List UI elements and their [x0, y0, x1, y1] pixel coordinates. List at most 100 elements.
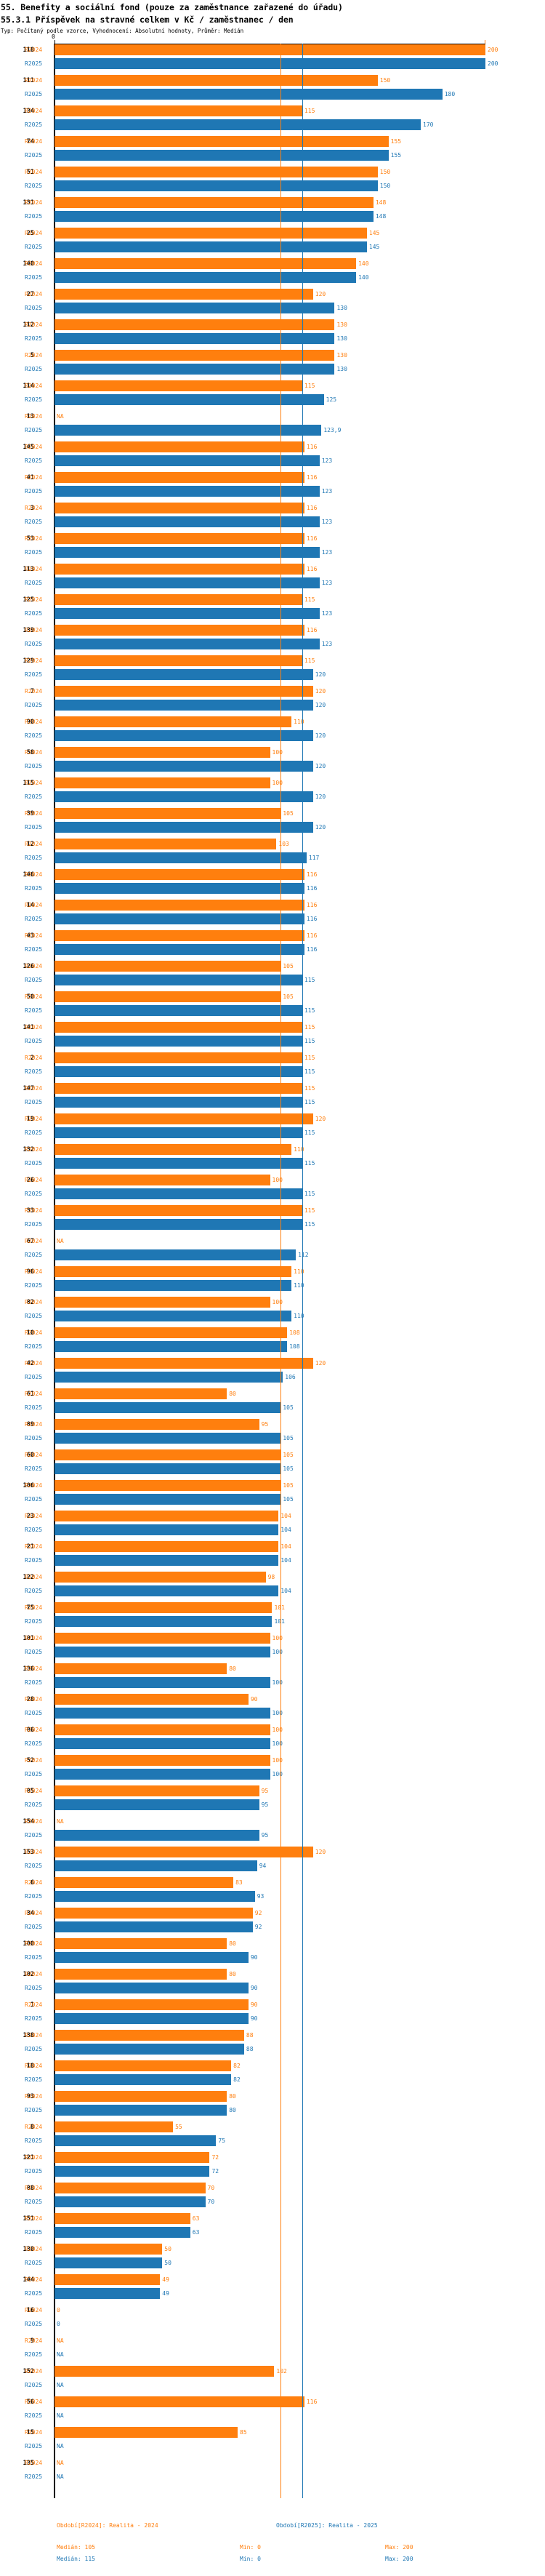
bar[interactable] — [54, 1158, 302, 1169]
bar[interactable] — [54, 2030, 244, 2041]
bar[interactable] — [54, 1633, 270, 1644]
bar[interactable] — [54, 2166, 210, 2177]
bar[interactable] — [54, 777, 270, 788]
bar[interactable] — [54, 975, 302, 985]
bar[interactable] — [54, 2183, 206, 2193]
bar[interactable] — [54, 2427, 238, 2438]
bar[interactable] — [54, 991, 281, 1002]
bar[interactable] — [54, 1724, 270, 1735]
bar[interactable] — [54, 1847, 313, 1857]
bar[interactable] — [54, 961, 281, 972]
bar[interactable] — [54, 136, 389, 147]
bar[interactable] — [54, 930, 304, 941]
bar[interactable] — [54, 394, 324, 405]
bar[interactable] — [54, 1297, 270, 1308]
bar[interactable] — [54, 747, 270, 758]
bar[interactable] — [54, 547, 320, 558]
bar[interactable] — [54, 333, 335, 344]
bar[interactable] — [54, 1969, 227, 1980]
bar[interactable] — [54, 639, 320, 649]
bar[interactable] — [54, 1433, 281, 1444]
bar[interactable] — [54, 1891, 255, 1902]
bar[interactable] — [54, 58, 485, 69]
bar[interactable] — [54, 228, 367, 239]
bar[interactable] — [54, 716, 292, 727]
bar[interactable] — [54, 822, 313, 833]
bar[interactable] — [54, 839, 277, 849]
bar[interactable] — [54, 1280, 292, 1291]
bar[interactable] — [54, 211, 374, 222]
bar[interactable] — [54, 1372, 283, 1383]
bar[interactable] — [54, 380, 302, 391]
bar[interactable] — [54, 2135, 217, 2146]
bar[interactable] — [54, 1127, 302, 1138]
bar[interactable] — [54, 1144, 292, 1155]
bar[interactable] — [54, 1402, 281, 1413]
bar[interactable] — [54, 89, 443, 100]
bar[interactable] — [54, 2013, 249, 2024]
bar[interactable] — [54, 1738, 270, 1749]
bar[interactable] — [54, 2196, 206, 2207]
bar[interactable] — [54, 1908, 253, 1919]
bar[interactable] — [54, 577, 320, 588]
bar[interactable] — [54, 1358, 313, 1369]
bar[interactable] — [54, 1677, 270, 1688]
bar[interactable] — [54, 180, 378, 191]
bar[interactable] — [54, 2105, 227, 2116]
bar[interactable] — [54, 2288, 161, 2299]
bar[interactable] — [54, 1647, 270, 1657]
bar[interactable] — [54, 350, 335, 361]
bar[interactable] — [54, 1755, 270, 1766]
bar[interactable] — [54, 1388, 227, 1399]
bar[interactable] — [54, 167, 378, 177]
bar[interactable] — [54, 944, 304, 955]
bar[interactable] — [54, 883, 304, 894]
bar[interactable] — [54, 1785, 259, 1796]
bar[interactable] — [54, 1983, 249, 1993]
bar[interactable] — [54, 105, 302, 116]
bar[interactable] — [54, 1799, 259, 1810]
bar[interactable] — [54, 1463, 281, 1474]
bar[interactable] — [54, 2091, 227, 2102]
bar[interactable] — [54, 441, 304, 452]
bar[interactable] — [54, 241, 367, 252]
bar[interactable] — [54, 1830, 259, 1841]
bar[interactable] — [54, 730, 313, 741]
bar[interactable] — [54, 1083, 302, 1094]
bar[interactable] — [54, 1266, 292, 1277]
bar[interactable] — [54, 1616, 272, 1627]
bar[interactable] — [54, 1694, 249, 1705]
bar[interactable] — [54, 655, 302, 666]
bar[interactable] — [54, 1494, 281, 1505]
bar[interactable] — [54, 900, 304, 911]
bar[interactable] — [54, 808, 281, 819]
bar[interactable] — [54, 761, 313, 772]
bar[interactable] — [54, 1449, 281, 1460]
bar[interactable] — [54, 1249, 296, 1260]
bar[interactable] — [54, 608, 320, 619]
bar[interactable] — [54, 1327, 288, 1338]
bar[interactable] — [54, 516, 320, 527]
bar[interactable] — [54, 272, 357, 283]
bar[interactable] — [54, 1311, 292, 1321]
bar[interactable] — [54, 455, 320, 466]
bar[interactable] — [54, 1938, 227, 1949]
bar[interactable] — [54, 486, 320, 497]
bar[interactable] — [54, 2274, 161, 2285]
bar[interactable] — [54, 2244, 163, 2255]
bar[interactable] — [54, 303, 335, 313]
bar[interactable] — [54, 1511, 279, 1521]
bar[interactable] — [54, 1219, 302, 1230]
bar[interactable] — [54, 1036, 302, 1047]
bar[interactable] — [54, 1022, 302, 1033]
bar[interactable] — [54, 852, 307, 863]
bar[interactable] — [54, 1952, 249, 1963]
bar[interactable] — [54, 1555, 279, 1566]
bar[interactable] — [54, 869, 304, 880]
bar[interactable] — [54, 2060, 232, 2071]
bar[interactable] — [54, 1052, 302, 1063]
bar[interactable] — [54, 1877, 234, 1888]
bar[interactable] — [54, 1663, 227, 1674]
bar[interactable] — [54, 564, 304, 575]
bar[interactable] — [54, 669, 313, 680]
